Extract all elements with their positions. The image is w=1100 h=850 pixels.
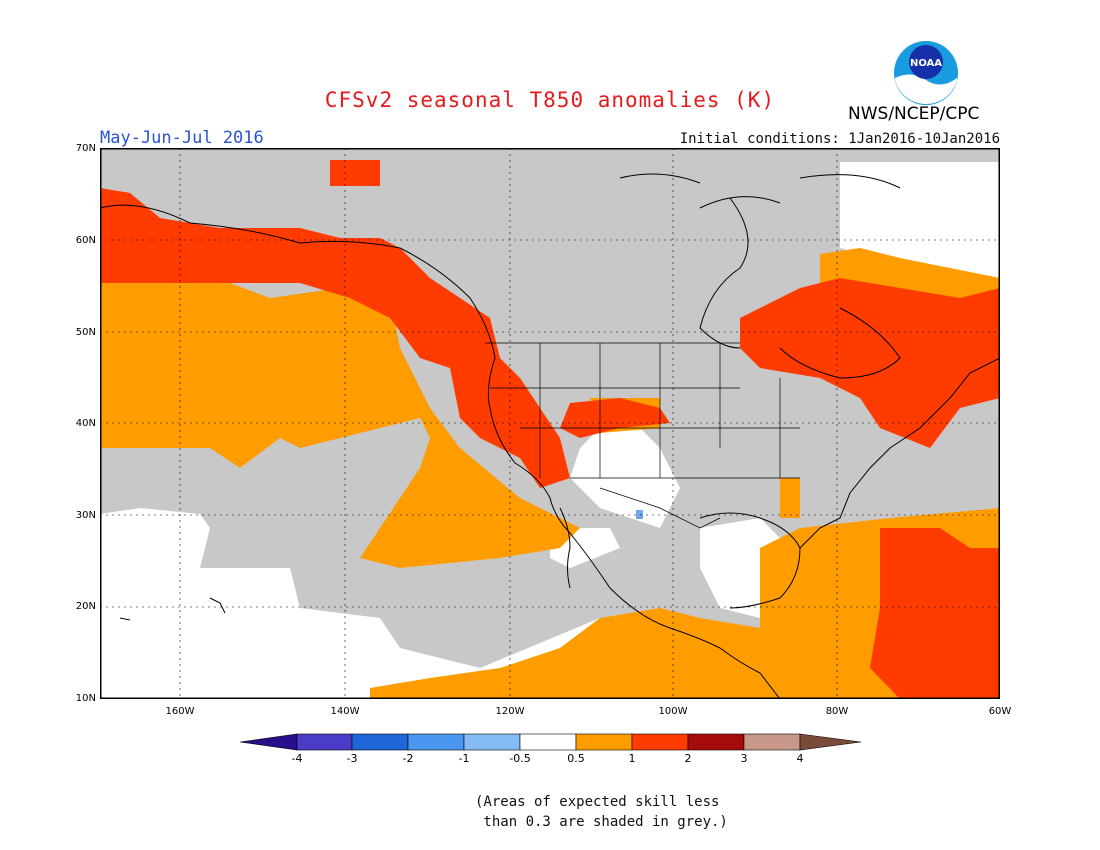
legend-tick: -3 [346,752,358,765]
legend-bin [519,733,577,751]
political-borders [485,342,800,529]
skill-note: (Areas of expected skill less than 0.3 a… [475,792,728,832]
anomaly-map [100,148,1000,699]
legend-bin [407,733,465,751]
legend-tick: 2 [684,752,692,765]
logo-text: NOAA [910,58,942,69]
lon-label-140w: 140W [330,706,360,717]
lon-label-100w: 100W [658,706,688,717]
legend-tick: -1 [458,752,470,765]
legend-tick: 0.5 [567,752,585,765]
legend-bin [463,733,521,751]
lon-label-120w: 120W [495,706,525,717]
noaa-logo-icon: NOAA [894,41,958,105]
legend-bin [296,733,353,751]
initial-conditions: Initial conditions: 1Jan2016-10Jan2016 [679,131,1000,147]
red-regions [100,160,1000,699]
lon-label-80w: 80W [825,706,849,717]
legend-tick: 3 [740,752,748,765]
lat-label-30n: 30N [75,510,96,521]
legend-tick: -2 [402,752,414,765]
legend-bin [687,733,745,751]
coastlines [100,173,1000,699]
light-blue-spot [636,510,643,519]
legend-bin [743,733,801,751]
lat-label-10n: 10N [75,693,96,704]
color-legend [240,733,862,751]
graticule [100,148,1000,699]
legend-bin [351,733,409,751]
season-period: May-Jun-Jul 2016 [100,128,264,148]
lat-label-70n: 70N [75,143,96,154]
lat-label-60n: 60N [75,235,96,246]
lon-label-60w: 60W [988,706,1012,717]
lat-label-20n: 20N [75,601,96,612]
legend-bin [575,733,633,751]
lat-label-50n: 50N [75,327,96,338]
skill-note-line-2: than 0.3 are shaded in grey.) [475,814,728,830]
legend-arrow-right [799,733,862,751]
legend-bin [631,733,689,751]
legend-tick: 1 [628,752,636,765]
legend-arrow-left [240,733,298,751]
agency-label: NWS/NCEP/CPC [848,104,980,124]
chart-title: CFSv2 seasonal T850 anomalies (K) [324,88,776,112]
lat-label-40n: 40N [75,418,96,429]
legend-tick: -0.5 [509,752,531,765]
skill-note-line-1: (Areas of expected skill less [475,794,720,810]
lon-label-160w: 160W [165,706,195,717]
legend-tick: 4 [796,752,804,765]
legend-tick: -4 [291,752,303,765]
